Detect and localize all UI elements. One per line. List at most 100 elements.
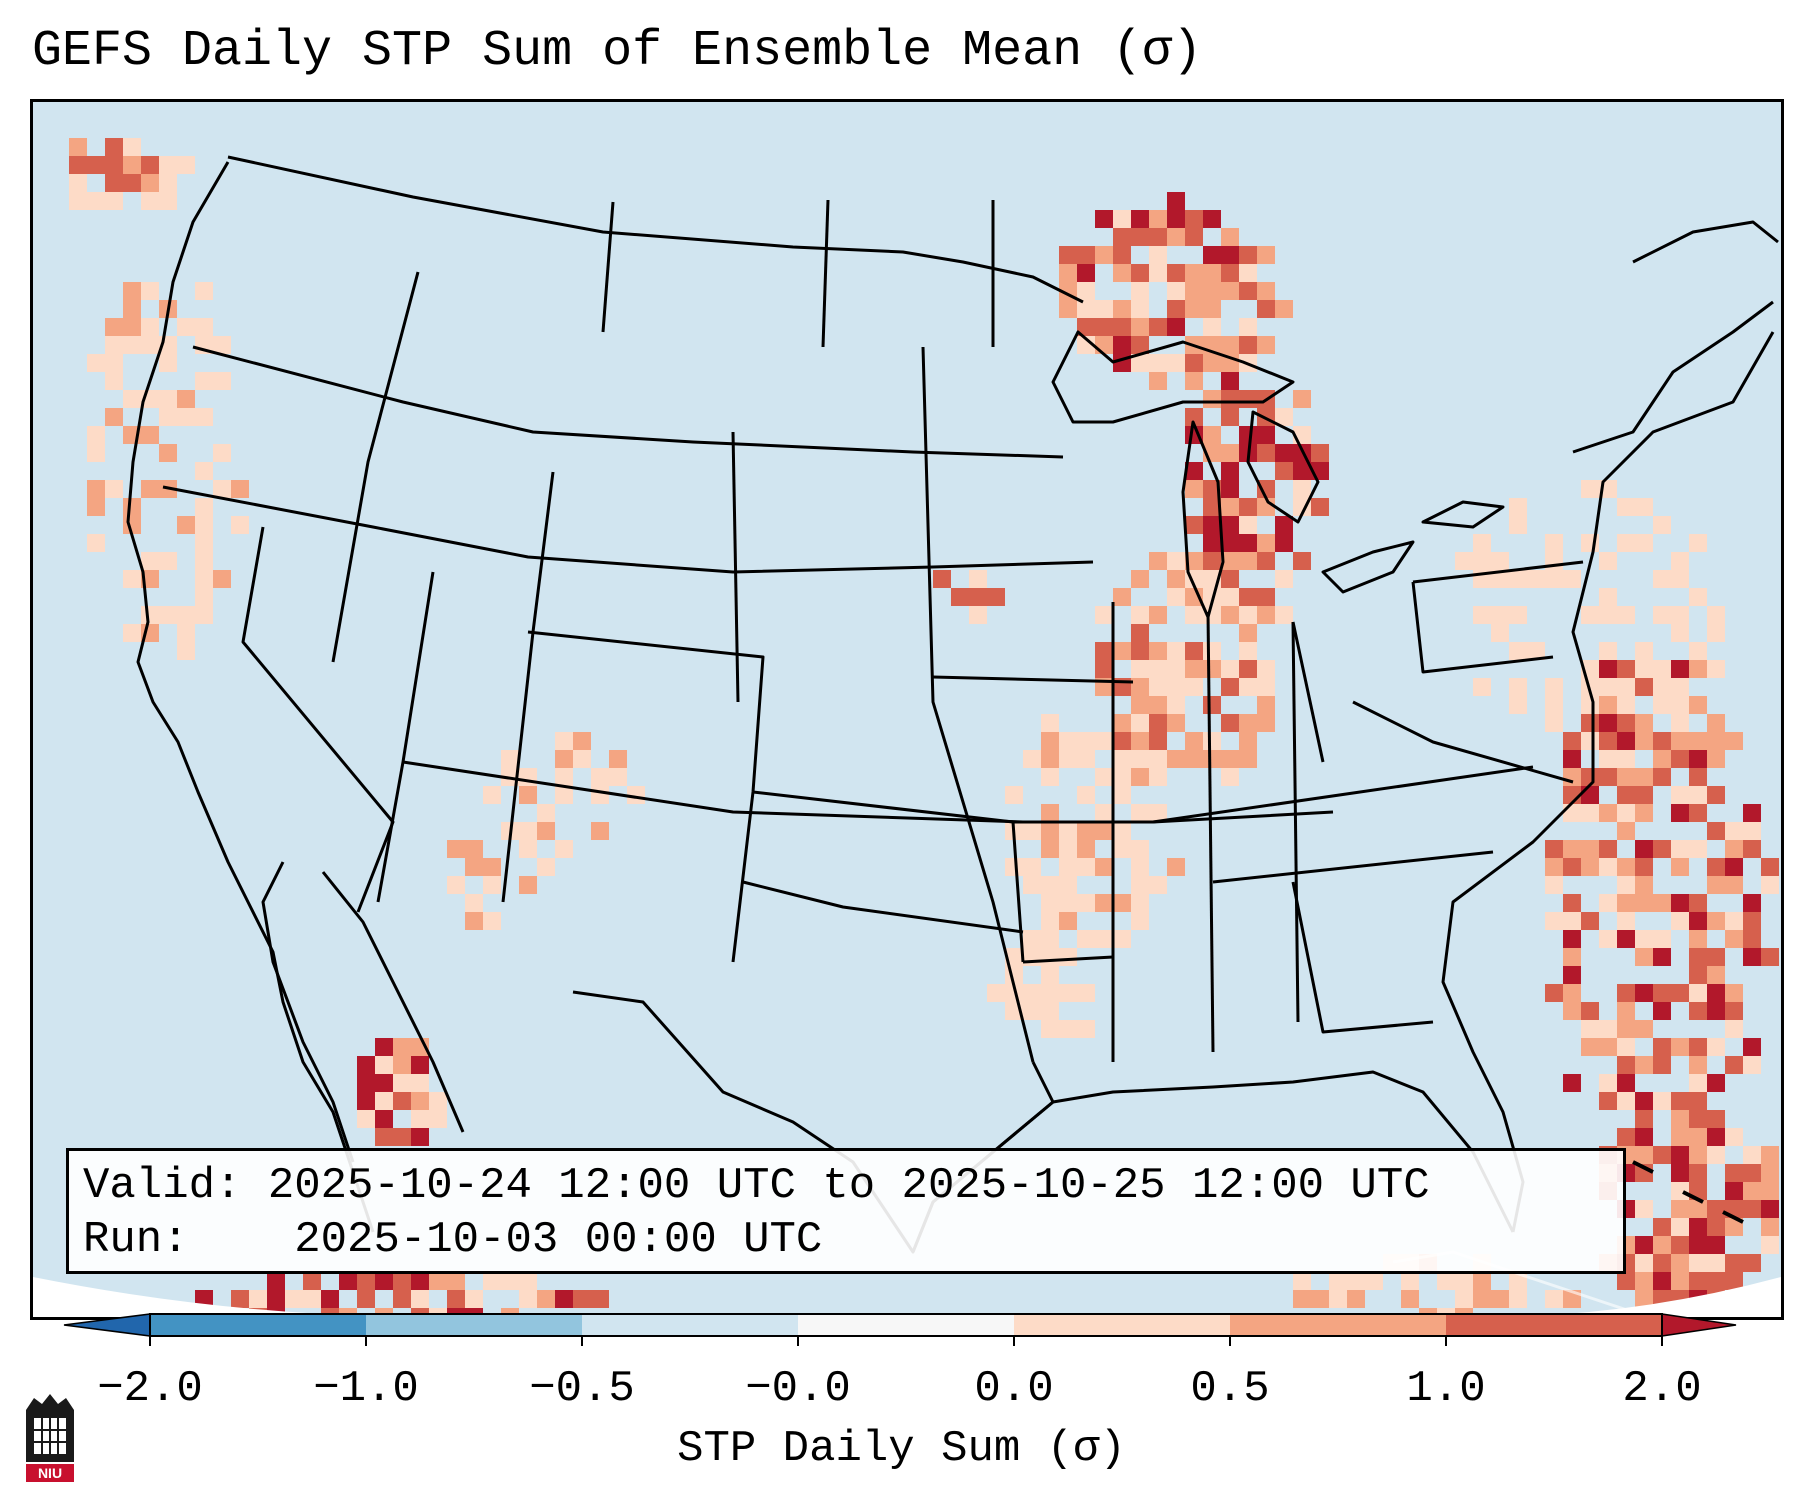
anomaly-cell — [1059, 858, 1077, 876]
anomaly-cell — [1599, 804, 1617, 822]
anomaly-cell — [1671, 1164, 1689, 1182]
anomaly-cell — [537, 1290, 555, 1308]
anomaly-cell — [1689, 660, 1707, 678]
anomaly-cell — [1077, 318, 1095, 336]
anomaly-cell — [1203, 750, 1221, 768]
anomaly-cell — [177, 390, 195, 408]
anomaly-cell — [1041, 1020, 1059, 1038]
anomaly-cell — [105, 156, 123, 174]
anomaly-cell — [1563, 732, 1581, 750]
anomaly-cell — [1257, 300, 1275, 318]
anomaly-cell — [591, 786, 609, 804]
anomaly-cell — [393, 1290, 411, 1308]
anomaly-cell — [1113, 930, 1131, 948]
anomaly-cell — [1509, 696, 1527, 714]
anomaly-cell — [1635, 768, 1653, 786]
anomaly-cell — [393, 1056, 411, 1074]
state-line — [1212, 850, 1494, 884]
anomaly-cell — [1059, 912, 1077, 930]
anomaly-cell — [393, 1092, 411, 1110]
anomaly-cell — [1617, 678, 1635, 696]
anomaly-cell — [1149, 264, 1167, 282]
anomaly-cell — [1041, 840, 1059, 858]
anomaly-cell — [1077, 732, 1095, 750]
anomaly-cell — [1671, 714, 1689, 732]
anomaly-cell — [123, 390, 141, 408]
anomaly-cell — [195, 516, 213, 534]
anomaly-cell — [1689, 732, 1707, 750]
anomaly-cell — [1635, 786, 1653, 804]
anomaly-cell — [1635, 1092, 1653, 1110]
anomaly-cell — [1599, 894, 1617, 912]
anomaly-cell — [1221, 282, 1239, 300]
colorbar-extend-high — [1661, 1313, 1737, 1337]
map-panel[interactable] — [30, 99, 1784, 1320]
anomaly-cell — [1095, 894, 1113, 912]
anomaly-cell — [1185, 264, 1203, 282]
anomaly-cell — [1707, 1254, 1725, 1272]
anomaly-cell — [1005, 786, 1023, 804]
anomaly-cell — [1131, 570, 1149, 588]
anomaly-cell — [1653, 768, 1671, 786]
anomaly-cell — [1707, 714, 1725, 732]
anomaly-cell — [1023, 822, 1041, 840]
anomaly-cell — [1491, 570, 1509, 588]
anomaly-cell — [1671, 750, 1689, 768]
anomaly-cell — [1059, 750, 1077, 768]
anomaly-cell — [1185, 408, 1203, 426]
anomaly-cell — [1113, 336, 1131, 354]
anomaly-cell — [1635, 876, 1653, 894]
anomaly-cell — [1617, 1002, 1635, 1020]
anomaly-cell — [1239, 750, 1257, 768]
anomaly-cell — [1077, 750, 1095, 768]
anomaly-cell — [411, 1128, 429, 1146]
anomaly-cell — [1113, 588, 1131, 606]
anomaly-cell — [1455, 1308, 1473, 1317]
anomaly-cell — [1653, 750, 1671, 768]
anomaly-cell — [1671, 1128, 1689, 1146]
anomaly-cell — [1653, 1092, 1671, 1110]
anomaly-cell — [1545, 912, 1563, 930]
anomaly-cell — [1077, 1020, 1095, 1038]
anomaly-cell — [1707, 1074, 1725, 1092]
anomaly-cell — [1131, 228, 1149, 246]
anomaly-cell — [1221, 534, 1239, 552]
anomaly-cell — [1041, 966, 1059, 984]
anomaly-cell — [1131, 696, 1149, 714]
anomaly-cell — [1707, 1236, 1725, 1254]
anomaly-cell — [1653, 930, 1671, 948]
anomaly-cell — [1689, 1092, 1707, 1110]
anomaly-cell — [1365, 1272, 1383, 1290]
anomaly-cell — [1203, 732, 1221, 750]
anomaly-cell — [1131, 714, 1149, 732]
anomaly-cell — [1257, 588, 1275, 606]
anomaly-cell — [1059, 984, 1077, 1002]
anomaly-cell — [1707, 1038, 1725, 1056]
anomaly-cell — [1689, 1254, 1707, 1272]
anomaly-cell — [1635, 948, 1653, 966]
anomaly-cell — [1167, 696, 1185, 714]
anomaly-cell — [591, 768, 609, 786]
anomaly-cell — [1581, 804, 1599, 822]
anomaly-cell — [1095, 732, 1113, 750]
anomaly-cell — [1617, 894, 1635, 912]
anomaly-cell — [1617, 1020, 1635, 1038]
anomaly-cell — [1131, 354, 1149, 372]
anomaly-cell — [1653, 1272, 1671, 1290]
state-line — [162, 485, 1094, 574]
anomaly-cell — [591, 1290, 609, 1308]
anomaly-cell — [573, 1290, 591, 1308]
anomaly-cell — [1221, 678, 1239, 696]
anomaly-cell — [411, 1308, 429, 1317]
anomaly-cell — [1257, 246, 1275, 264]
anomaly-cell — [357, 1074, 375, 1092]
state-line — [1291, 621, 1300, 1023]
anomaly-cell — [1635, 1128, 1653, 1146]
anomaly-cell — [1563, 948, 1581, 966]
anomaly-cell — [1725, 912, 1743, 930]
anomaly-cell — [1743, 822, 1761, 840]
colorbar-tick-label: 1.0 — [1406, 1364, 1486, 1414]
anomaly-cell — [1095, 246, 1113, 264]
anomaly-cell — [357, 1110, 375, 1128]
anomaly-cell — [105, 318, 123, 336]
